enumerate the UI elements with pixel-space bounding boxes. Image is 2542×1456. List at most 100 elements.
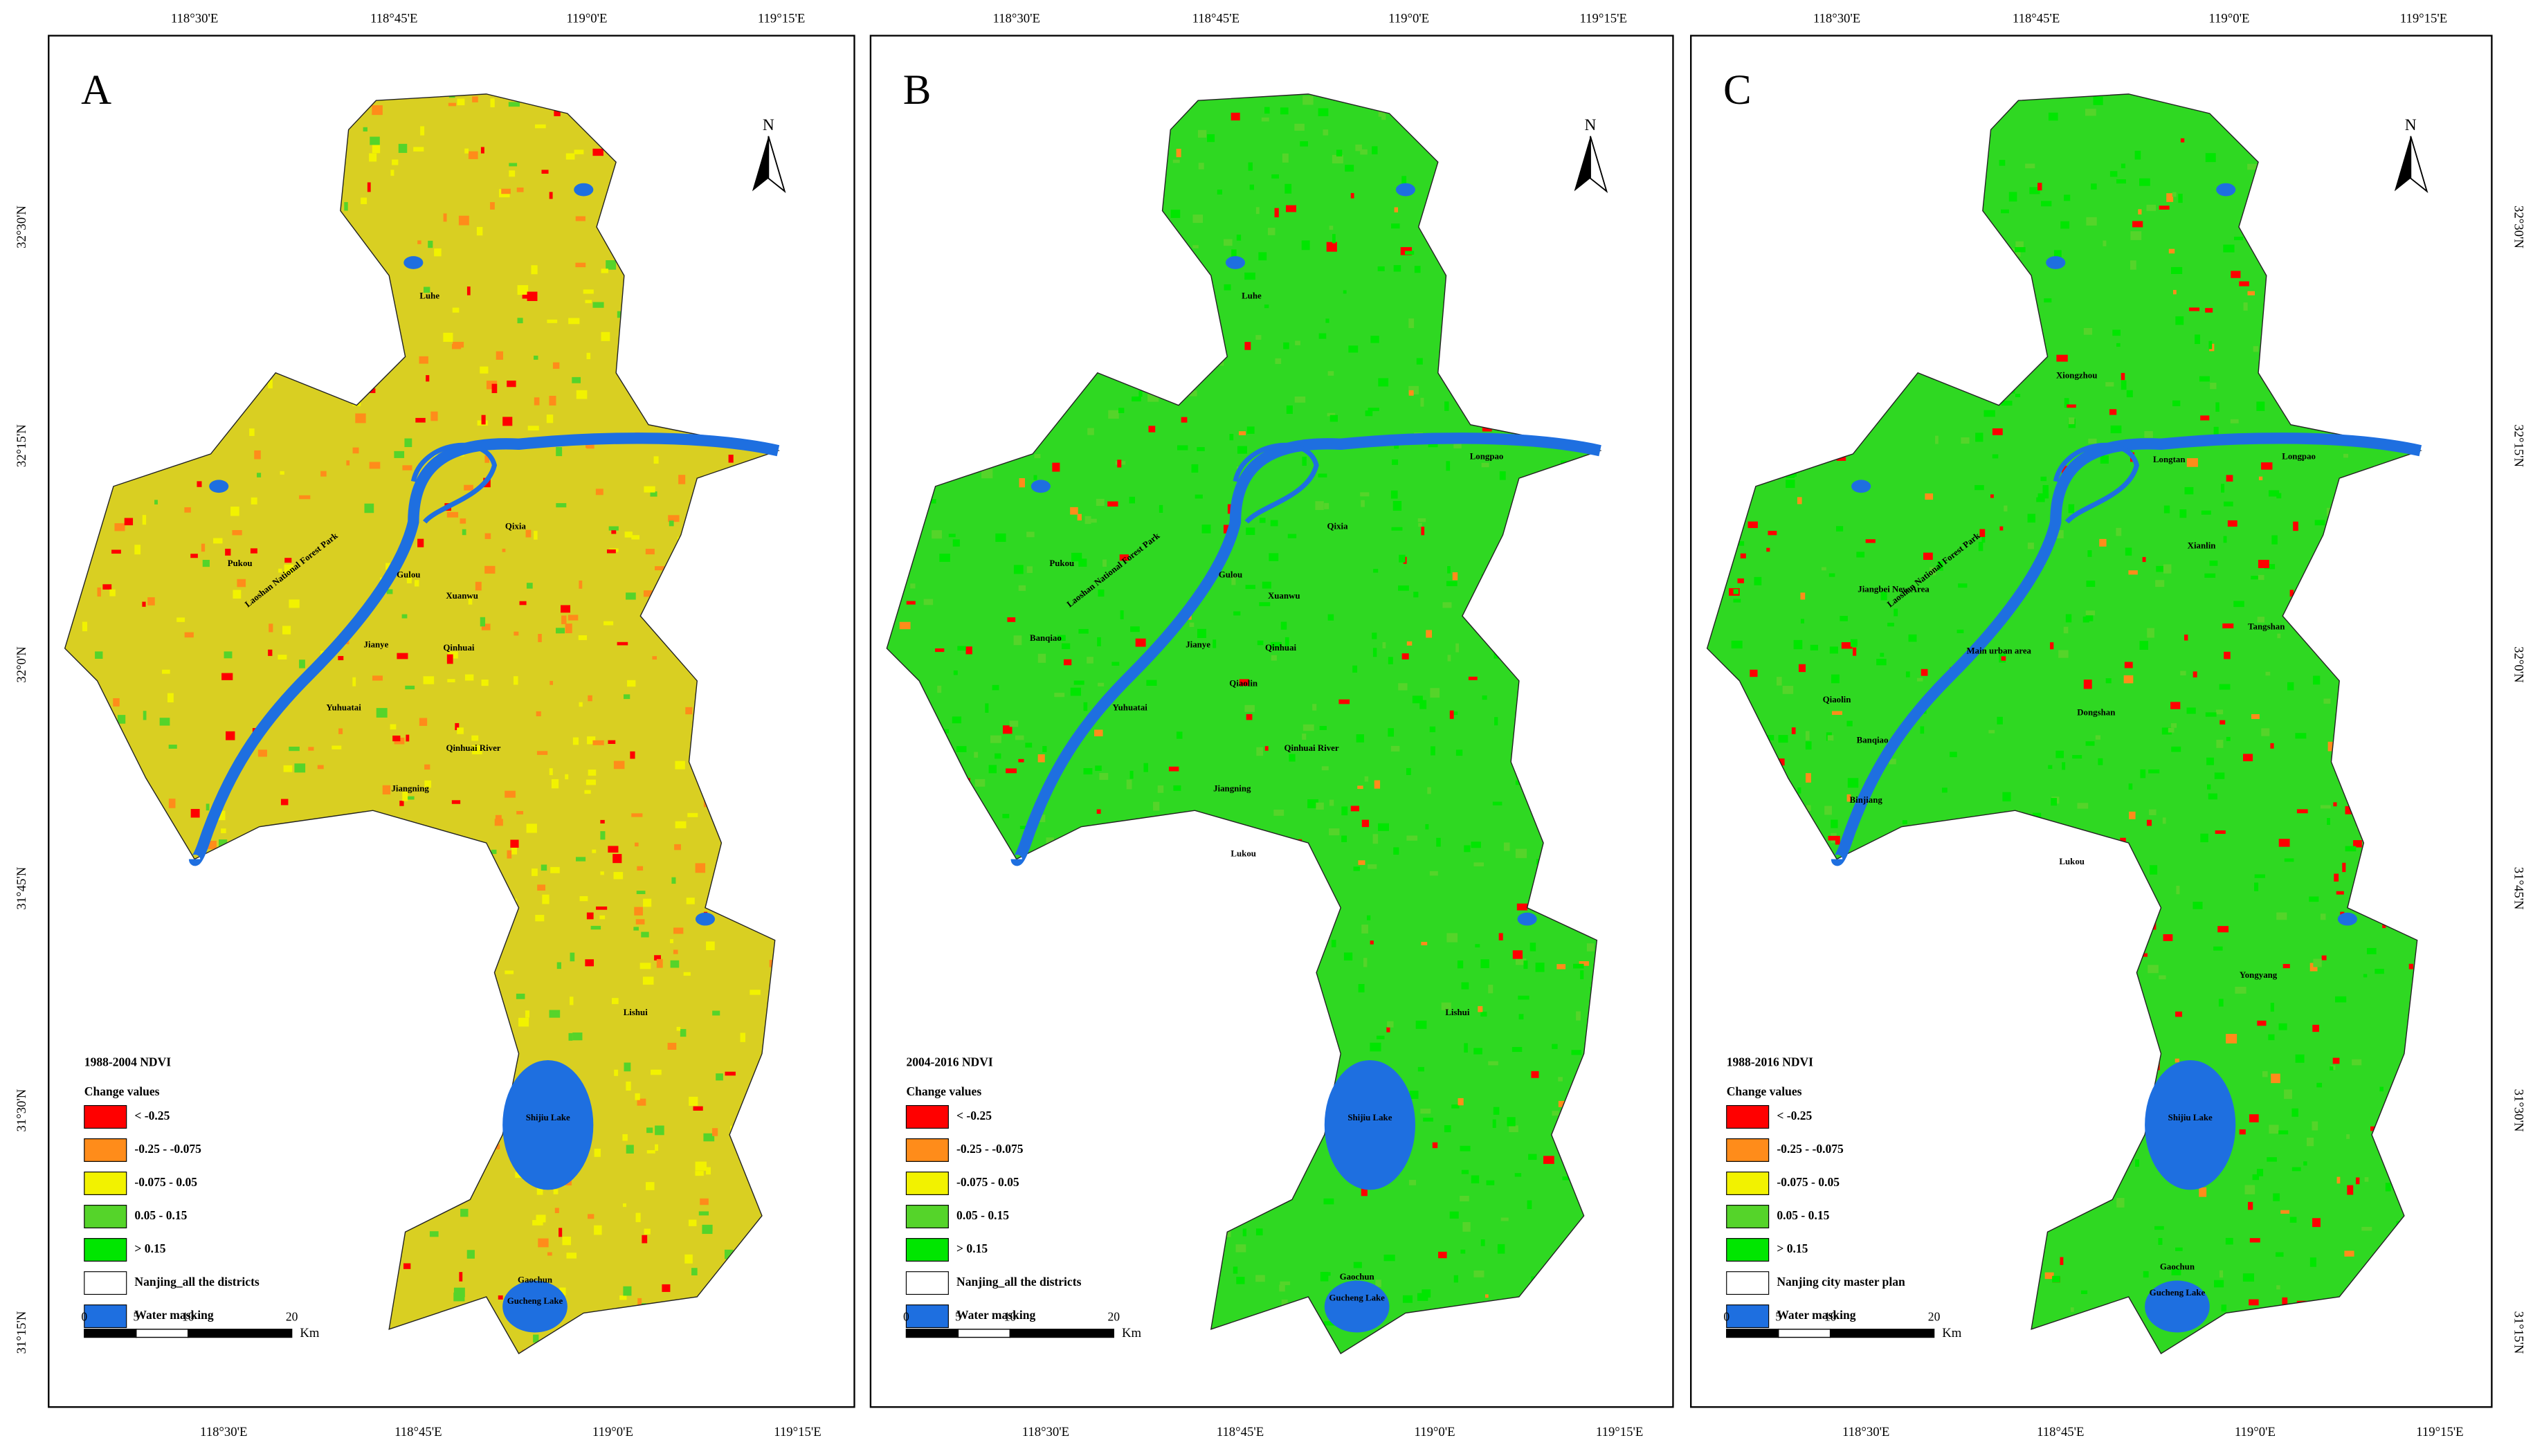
- scale-tick-label: 5: [955, 1309, 961, 1323]
- top-coordinate-label: 118°45'E: [370, 11, 417, 26]
- ndvi-pixel: [2219, 684, 2231, 690]
- yangtze-river: [1831, 433, 2422, 866]
- ndvi-pixel: [268, 649, 273, 656]
- ndvi-pixel: [698, 1211, 709, 1216]
- ndvi-pixel: [2112, 329, 2121, 336]
- ndvi-pixel: [2316, 1082, 2323, 1088]
- ndvi-pixel: [2095, 735, 2100, 740]
- ndvi-pixel: [466, 1250, 475, 1259]
- ndvi-pixel: [2180, 138, 2185, 143]
- ndvi-pixel: [2382, 922, 2386, 929]
- ndvi-pixel: [224, 651, 233, 659]
- ndvi-pixel: [2195, 334, 2201, 345]
- ndvi-pixel: [147, 597, 155, 606]
- ndvi-pixel: [624, 531, 633, 538]
- ndvi-pixel: [549, 1010, 561, 1018]
- ndvi-pixel: [417, 538, 424, 547]
- ndvi-pixel: [2217, 926, 2229, 933]
- ndvi-pixel: [2314, 520, 2325, 526]
- ndvi-pixel: [2223, 244, 2235, 253]
- ndvi-pixel: [568, 615, 579, 621]
- ndvi-pixel: [111, 549, 121, 554]
- ndvi-pixel: [691, 1268, 698, 1276]
- ndvi-pixel: [2247, 291, 2255, 295]
- river-loop: [410, 442, 498, 524]
- right-coordinate-label: 32°0'N: [2512, 646, 2526, 683]
- top-coordinate-label: 119°0'E: [1388, 11, 1429, 26]
- ndvi-pixel: [1126, 779, 1132, 790]
- ndvi-pixel: [537, 884, 545, 891]
- ndvi-pixel: [154, 500, 158, 504]
- ndvi-pixel: [1446, 933, 1458, 943]
- legend-water-swatch: [84, 1304, 127, 1329]
- ndvi-pixel: [1006, 768, 1017, 774]
- ndvi-pixel: [1052, 462, 1060, 472]
- ndvi-pixel: [1997, 716, 2003, 725]
- ndvi-pixel: [932, 530, 943, 539]
- ndvi-pixel: [1930, 567, 1936, 576]
- ndvi-pixel: [2312, 1024, 2319, 1032]
- ndvi-pixel: [419, 718, 428, 726]
- ndvi-pixel: [2252, 1174, 2260, 1181]
- ndvi-pixel: [2142, 556, 2146, 563]
- ndvi-pixel: [2123, 675, 2134, 684]
- ndvi-pixel: [556, 503, 567, 508]
- ndvi-pixel: [2130, 260, 2136, 270]
- top-coordinate-label: 119°15'E: [2400, 11, 2447, 26]
- scale-segment: [1829, 1329, 1935, 1338]
- ndvi-pixel: [1095, 765, 1102, 771]
- ndvi-pixel: [476, 226, 483, 236]
- ndvi-pixel: [386, 589, 393, 594]
- ndvi-pixel: [1332, 234, 1336, 244]
- ndvi-pixel: [2027, 513, 2036, 523]
- ndvi-pixel: [1571, 1050, 1582, 1055]
- ndvi-pixel: [2001, 401, 2013, 406]
- ndvi-pixel: [2276, 1285, 2280, 1290]
- ndvi-pixel: [1087, 657, 1093, 664]
- ndvi-pixel: [1295, 340, 1300, 345]
- yangtze-river: [1010, 433, 1601, 866]
- top-coordinate-label: 118°45'E: [1192, 11, 1240, 26]
- ndvi-pixel: [626, 1081, 631, 1091]
- ndvi-pixel: [1207, 134, 1215, 143]
- ndvi-pixel: [1357, 785, 1363, 790]
- ndvi-pixel: [464, 484, 473, 491]
- ndvi-pixel: [1558, 1100, 1566, 1107]
- ndvi-pixel: [1358, 860, 1365, 865]
- ndvi-pixel: [642, 1235, 648, 1244]
- ndvi-pixel: [533, 1334, 539, 1343]
- small-lake: [403, 256, 424, 269]
- ndvi-pixel: [2218, 999, 2224, 1007]
- ndvi-pixel: [643, 898, 652, 907]
- ndvi-pixel: [1446, 461, 1451, 471]
- ndvi-pixel: [519, 601, 527, 606]
- ndvi-pixel: [572, 737, 579, 745]
- ndvi-pixel: [2262, 1071, 2268, 1077]
- ndvi-pixel: [1417, 518, 1426, 522]
- ndvi-pixel: [1130, 626, 1140, 633]
- place-label: Luhe: [419, 291, 439, 301]
- ndvi-pixel: [2154, 1226, 2164, 1230]
- ndvi-pixel: [2086, 217, 2097, 226]
- ndvi-pixel: [1087, 428, 1094, 435]
- ndvi-pixel: [2327, 818, 2330, 826]
- ndvi-pixel: [453, 341, 464, 348]
- ndvi-pixel: [2055, 750, 2064, 758]
- ndvi-pixel: [1283, 342, 1289, 349]
- ndvi-pixel: [2254, 882, 2259, 891]
- ndvi-pixel: [623, 1203, 626, 1208]
- ndvi-pixel: [1146, 680, 1157, 686]
- ndvi-pixel: [619, 1295, 627, 1300]
- ndvi-pixel: [579, 895, 588, 902]
- ndvi-pixel: [2222, 623, 2234, 628]
- ndvi-pixel: [1280, 1281, 1291, 1286]
- ndvi-pixel: [1192, 245, 1199, 248]
- ndvi-pixel: [1170, 210, 1181, 218]
- ndvi-pixel: [2025, 163, 2035, 169]
- ndvi-pixel: [2345, 846, 2357, 852]
- legend-class-swatch: [84, 1172, 127, 1195]
- ndvi-pixel: [1992, 428, 2003, 435]
- ndvi-pixel: [578, 635, 587, 640]
- ndvi-pixel: [608, 846, 619, 853]
- ndvi-pixel: [397, 653, 408, 659]
